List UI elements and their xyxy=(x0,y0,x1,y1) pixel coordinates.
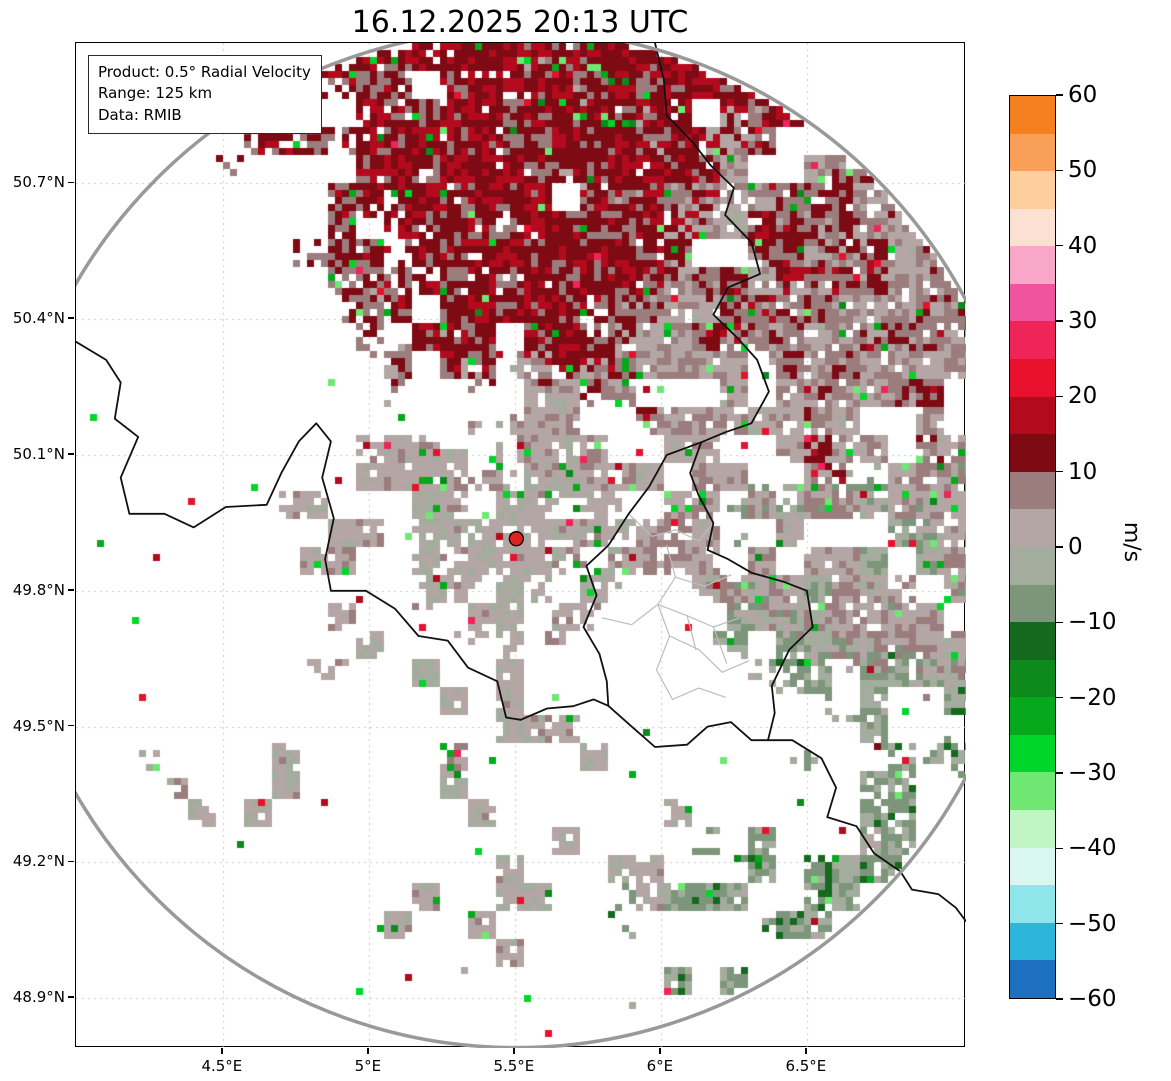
colorbar-segment xyxy=(1010,471,1055,510)
colorbar-tick-label: −30 xyxy=(1068,760,1117,786)
info-range-line: Range: 125 km xyxy=(98,84,213,103)
colorbar-segment xyxy=(1010,622,1055,660)
colorbar-segment xyxy=(1010,734,1055,773)
product-info-box: Product: 0.5° Radial Velocity Range: 125… xyxy=(88,55,322,134)
y-tick-mark xyxy=(68,589,74,591)
colorbar-segment xyxy=(1010,283,1055,322)
colorbar-tick-mark xyxy=(1056,244,1063,247)
colorbar-tick-mark xyxy=(1056,546,1063,548)
colorbar-tick-label: −40 xyxy=(1068,835,1117,862)
colorbar-segment xyxy=(1010,659,1055,698)
map-plot-area: Product: 0.5° Radial Velocity Range: 125… xyxy=(75,42,966,1048)
colorbar-segment xyxy=(1010,171,1055,209)
y-tick-label: 49.2°N xyxy=(12,852,65,871)
y-tick-mark xyxy=(68,317,74,319)
colorbar-tick-mark xyxy=(1056,169,1063,172)
colorbar-tick-mark xyxy=(1056,847,1063,850)
x-tick-label: 6.5°E xyxy=(785,1057,827,1075)
colorbar-tick-mark xyxy=(1056,922,1063,925)
colorbar-tick-label: 60 xyxy=(1068,82,1098,108)
colorbar-tick-label: 0 xyxy=(1068,534,1083,560)
y-tick-label: 50.4°N xyxy=(12,309,65,328)
info-data-line: Data: RMIB xyxy=(98,105,182,124)
x-tick-mark xyxy=(659,1048,661,1054)
colorbar-tick-label: −60 xyxy=(1068,986,1117,1012)
x-tick-label: 4.5°E xyxy=(201,1057,243,1075)
colorbar-tick-label: 50 xyxy=(1068,157,1098,184)
y-tick-mark xyxy=(68,453,74,455)
colorbar-tick-label: 20 xyxy=(1068,383,1098,410)
colorbar-tick-mark xyxy=(1056,772,1063,774)
colorbar-segment xyxy=(1010,208,1055,247)
colorbar-tick-mark xyxy=(1056,94,1063,96)
colorbar-segment xyxy=(1010,697,1055,735)
colorbar-segment xyxy=(1010,133,1055,172)
colorbar-tick-label: −20 xyxy=(1068,684,1117,711)
colorbar-tick-label: 10 xyxy=(1068,458,1098,485)
x-tick-mark xyxy=(221,1048,223,1054)
colorbar-segment xyxy=(1010,922,1055,961)
x-tick-mark xyxy=(805,1048,807,1054)
y-tick-label: 49.8°N xyxy=(12,580,65,599)
info-product-line: Product: 0.5° Radial Velocity xyxy=(98,63,311,81)
x-tick-mark xyxy=(513,1048,515,1054)
colorbar-segment xyxy=(1010,96,1055,134)
colorbar-segment xyxy=(1010,960,1055,998)
colorbar-tick-mark xyxy=(1056,320,1063,322)
colorbar-tick-label: −10 xyxy=(1068,609,1117,636)
colorbar-unit-label: m/s xyxy=(1119,521,1144,563)
colorbar-segment xyxy=(1010,509,1055,547)
y-tick-mark xyxy=(68,181,74,184)
colorbar-tick-mark xyxy=(1056,395,1063,398)
colorbar-segment xyxy=(1010,584,1055,623)
colorbar-segment xyxy=(1010,321,1055,360)
colorbar-segment xyxy=(1010,772,1055,810)
colorbar-tick-mark xyxy=(1056,470,1063,473)
colorbar xyxy=(1009,95,1056,999)
colorbar-segment xyxy=(1010,847,1055,886)
x-tick-label: 6°E xyxy=(646,1057,674,1075)
y-tick-mark xyxy=(68,860,74,863)
y-tick-label: 48.9°N xyxy=(12,988,65,1007)
colorbar-tick-label: 30 xyxy=(1068,308,1098,334)
colorbar-tick-mark xyxy=(1056,696,1063,699)
x-tick-label: 5°E xyxy=(354,1057,382,1075)
colorbar-tick-mark xyxy=(1056,621,1063,624)
x-tick-mark xyxy=(367,1048,369,1054)
plot-title: 16.12.2025 20:13 UTC xyxy=(351,5,689,40)
x-tick-label: 5.5°E xyxy=(493,1057,535,1075)
colorbar-segment xyxy=(1010,885,1055,923)
colorbar-segment xyxy=(1010,246,1055,284)
colorbar-tick-label: 40 xyxy=(1068,232,1098,259)
colorbar-segment xyxy=(1010,396,1055,435)
colorbar-segment xyxy=(1010,546,1055,585)
y-tick-mark xyxy=(68,724,74,727)
colorbar-tick-label: −50 xyxy=(1068,910,1117,937)
y-tick-label: 49.5°N xyxy=(12,716,65,735)
y-tick-label: 50.7°N xyxy=(12,173,65,192)
y-tick-label: 50.1°N xyxy=(12,444,65,463)
colorbar-segment xyxy=(1010,434,1055,472)
radar-data-canvas xyxy=(76,43,966,1048)
colorbar-segment xyxy=(1010,809,1055,848)
colorbar-tick-mark xyxy=(1056,998,1063,1000)
colorbar-segment xyxy=(1010,359,1055,397)
y-tick-mark xyxy=(68,996,74,998)
